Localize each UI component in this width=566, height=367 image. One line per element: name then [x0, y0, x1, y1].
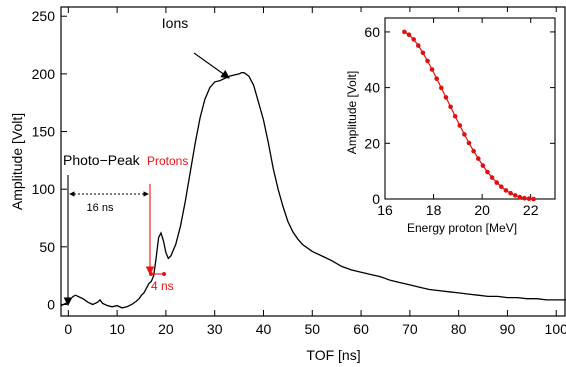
inset-x-tick-label: 18 — [426, 202, 442, 218]
x-axis-label: TOF [ns] — [306, 347, 360, 363]
inset-x-tick-label: 20 — [474, 202, 490, 218]
interval-4ns-label: 4 ns — [151, 279, 174, 293]
inset-data-point — [443, 95, 449, 100]
inset-data-point — [439, 85, 444, 91]
inset-data-point — [531, 196, 536, 202]
inset-data-point — [462, 132, 467, 137]
inset-data-point — [508, 190, 513, 196]
inset-data-point — [402, 29, 407, 35]
x-tick-label: 30 — [207, 321, 223, 337]
inset-background — [342, 12, 563, 240]
x-tick-label: 60 — [353, 321, 369, 337]
y-tick-label: 50 — [39, 239, 55, 255]
interval-4ns-dot — [162, 272, 166, 276]
inset-data-point — [512, 193, 518, 198]
y-tick-label: 200 — [32, 66, 56, 82]
x-tick-label: 80 — [451, 321, 467, 337]
inset-y-tick-label: 40 — [364, 80, 380, 96]
inset-data-point — [457, 123, 463, 128]
x-tick-label: 100 — [545, 321, 566, 337]
x-tick-label: 0 — [64, 321, 72, 337]
y-tick-label: 100 — [32, 181, 56, 197]
inset-data-point — [494, 180, 500, 185]
inset-y-tick-label: 60 — [364, 24, 380, 40]
tof-signal-line — [60, 72, 566, 309]
interval-4ns-dot — [149, 272, 153, 276]
x-tick-label: 40 — [256, 321, 272, 337]
inset-data-point — [416, 43, 421, 48]
inset-data-point — [452, 114, 458, 119]
inset-data-point — [411, 37, 417, 42]
inset-data-point — [480, 163, 486, 168]
inset-data-point — [406, 32, 412, 37]
ions-arrow — [193, 52, 230, 79]
y-tick-label: 250 — [32, 8, 56, 24]
inset-data-point — [517, 194, 523, 200]
inset-x-tick-label: 16 — [377, 202, 393, 218]
inset-x-axis-label: Energy proton [MeV] — [407, 221, 517, 235]
inset-data-point — [485, 169, 490, 175]
inset-x-tick-label: 22 — [523, 202, 539, 218]
inset-data-point — [503, 188, 509, 193]
x-tick-label: 20 — [158, 321, 174, 337]
main-plot: 0 10 20 30 40 50 60 70 80 90 100050100150200250TOF… — [9, 6, 566, 363]
inset-data-point — [466, 140, 472, 146]
inset-data-point — [434, 76, 440, 81]
x-tick-label: 50 — [304, 321, 320, 337]
inset-data-point — [489, 175, 495, 180]
inset-data-point — [476, 156, 481, 161]
inset-y-axis-label: Amplitude [Volt] — [345, 71, 359, 154]
interval-16ns-label: 16 ns — [87, 202, 114, 214]
y-tick-label: 150 — [32, 124, 56, 140]
inset-data-point — [429, 67, 435, 72]
inset-data-point — [420, 50, 426, 56]
inset-data-point — [499, 184, 504, 189]
inset-y-tick-label: 0 — [372, 191, 380, 207]
inset-data-point — [526, 196, 532, 201]
x-tick-label: 90 — [500, 321, 516, 337]
inset-plot-frame — [384, 17, 556, 200]
x-tick-label: 70 — [402, 321, 418, 337]
main-plot-frame — [60, 6, 566, 317]
y-axis-label: Amplitude [Volt] — [9, 113, 25, 210]
inset-plot: 16 18 20 22 0 20 40 60 Energy proton [MeV] Amplit… — [342, 12, 563, 240]
inset-data-point — [448, 104, 453, 110]
inset-data-point — [471, 148, 476, 154]
inset-data-point — [425, 58, 430, 64]
photo-peak-label: Photo−Peak — [63, 152, 141, 168]
y-tick-label: 0 — [47, 296, 55, 312]
x-tick-label: 10 — [109, 321, 125, 337]
ions-label: Ions — [162, 15, 188, 31]
inset-data-point — [522, 195, 527, 201]
inset-y-tick-label: 20 — [364, 135, 380, 151]
protons-label: Protons — [147, 154, 188, 168]
